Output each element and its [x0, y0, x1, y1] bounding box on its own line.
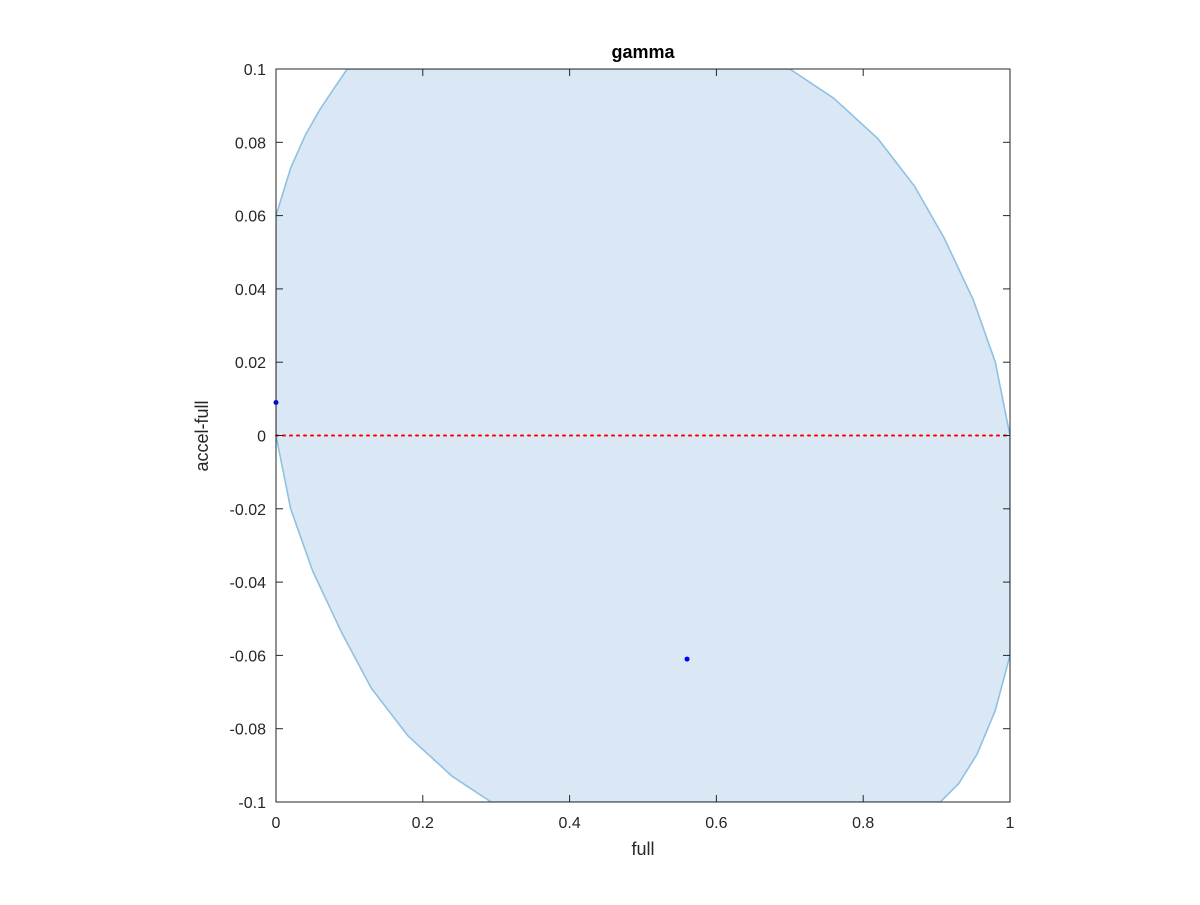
chart-title: gamma [611, 42, 675, 62]
y-tick-label: -0.1 [238, 795, 266, 812]
y-tick-label: 0.04 [235, 282, 266, 299]
y-ticks: 0.1 0.08 0.06 0.04 0.02 0 -0.02 -0.04 -0.06 -0.08… [230, 62, 1010, 812]
y-axis-label: accel-full [192, 400, 212, 471]
x-tick-label: 0.2 [412, 815, 434, 832]
y-tick-label: 0.02 [235, 355, 266, 372]
x-tick-label: 0.8 [852, 815, 874, 832]
x-tick-label: 1 [1006, 815, 1015, 832]
x-ticks: 0 0.2 0.4 0.6 0.8 1 [272, 69, 1015, 832]
y-tick-label: 0.08 [235, 135, 266, 152]
y-tick-label: -0.02 [230, 502, 267, 519]
y-tick-label: 0 [257, 429, 266, 446]
x-tick-label: 0 [272, 815, 281, 832]
y-tick-label: 0.06 [235, 209, 266, 226]
x-axis-label: full [631, 839, 654, 859]
y-tick-label: 0.1 [244, 62, 266, 79]
x-tick-label: 0.6 [705, 815, 727, 832]
data-point-1 [684, 656, 690, 662]
y-tick-label: -0.04 [230, 575, 267, 592]
y-tick-label: -0.08 [230, 722, 267, 739]
x-tick-label: 0.4 [558, 815, 580, 832]
y-tick-label: -0.06 [230, 648, 267, 665]
